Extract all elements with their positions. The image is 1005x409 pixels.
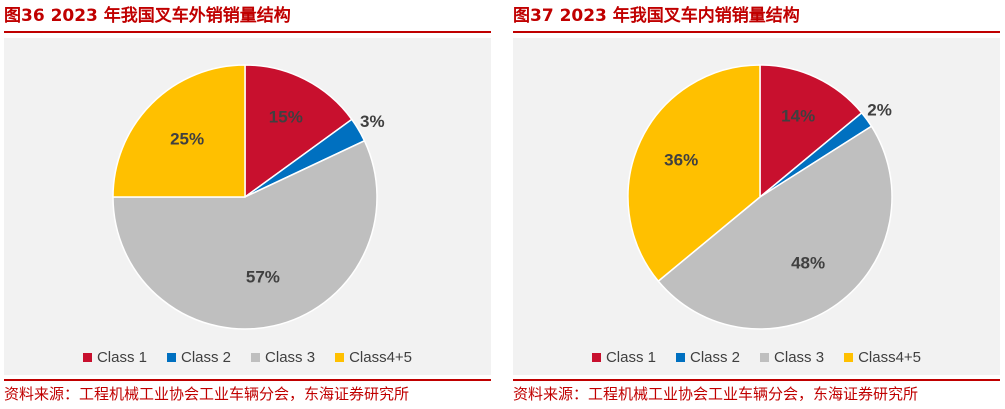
source-note: 资料来源：工程机械工业协会工业车辆分会，东海证券研究所 bbox=[4, 385, 410, 403]
pie-slice-class45 bbox=[627, 64, 761, 283]
legend-swatch bbox=[82, 352, 92, 362]
pie-chart-export: 15% 3% 57% 25% bbox=[112, 64, 385, 330]
data-label: 57% bbox=[246, 267, 280, 286]
data-label: 36% bbox=[664, 150, 698, 169]
legend-swatch bbox=[251, 352, 261, 362]
legend-item-class3: Class 3 bbox=[760, 349, 824, 366]
source-divider bbox=[513, 379, 1000, 381]
legend-item-class1: Class 1 bbox=[591, 348, 656, 366]
source-note: 资料来源：工程机械工业协会工业车辆分会，东海证券研究所 bbox=[513, 385, 919, 403]
legend-item-class45: Class4+5 bbox=[335, 349, 412, 366]
legend-label: Class 3 bbox=[265, 348, 316, 366]
source-divider bbox=[4, 379, 491, 381]
title-divider bbox=[4, 31, 491, 33]
legend-swatch bbox=[844, 352, 854, 362]
data-label: 15% bbox=[269, 108, 303, 127]
pie-chart-domestic: 14% 2% 48% 36% bbox=[627, 64, 893, 330]
data-label: 25% bbox=[170, 130, 204, 149]
legend-swatch bbox=[591, 352, 601, 362]
data-label: 48% bbox=[791, 254, 825, 273]
legend-label: Class 3 bbox=[774, 348, 825, 366]
legend: Class 1 Class 2 Class 3 Class4+5 bbox=[513, 346, 1000, 368]
legend-label: Class4+5 bbox=[349, 348, 413, 366]
legend-swatch bbox=[167, 352, 176, 362]
data-label: 3% bbox=[360, 112, 385, 131]
title-divider bbox=[513, 31, 1000, 33]
data-label: 2% bbox=[867, 101, 892, 120]
legend-swatch bbox=[760, 352, 770, 362]
chart-title: 图36 2023 年我国叉车外销销量结构 bbox=[4, 6, 291, 26]
pie-slice-class1 bbox=[244, 64, 353, 199]
chart-panel-domestic: 图37 2023 年我国叉车内销销量结构 14% 2% 48% 36% Class 1… bbox=[513, 0, 1000, 409]
pie-slice-class45 bbox=[112, 64, 246, 198]
legend-label: Class 2 bbox=[181, 348, 232, 366]
chart-panel-export: 图36 2023 年我国叉车外销销量结构 15% 3% 57% 25% Class 1… bbox=[4, 0, 491, 409]
pie-slice-class1 bbox=[759, 64, 863, 199]
chart-title: 图37 2023 年我国叉车内销销量结构 bbox=[513, 6, 800, 26]
legend-swatch bbox=[676, 352, 685, 362]
data-label: 14% bbox=[781, 106, 815, 125]
legend-label: Class 2 bbox=[690, 348, 741, 366]
legend: Class 1 Class 2 Class 3 Class4+5 bbox=[4, 346, 491, 368]
legend-label: Class 1 bbox=[605, 348, 656, 366]
legend-item-class45: Class4+5 bbox=[844, 349, 921, 366]
plot-area: 15% 3% 57% 25% bbox=[4, 38, 491, 375]
legend-item-class2: Class 2 bbox=[167, 349, 231, 366]
pie-slice-class3 bbox=[657, 125, 893, 330]
legend-item-class2: Class 2 bbox=[676, 349, 740, 366]
legend-item-class1: Class 1 bbox=[82, 348, 147, 366]
plot-area: 14% 2% 48% 36% bbox=[513, 38, 1000, 375]
legend-label: Class4+5 bbox=[858, 348, 922, 366]
legend-item-class3: Class 3 bbox=[251, 349, 315, 366]
legend-label: Class 1 bbox=[96, 348, 147, 366]
pie-slice-class3 bbox=[112, 139, 378, 330]
legend-swatch bbox=[335, 352, 345, 362]
